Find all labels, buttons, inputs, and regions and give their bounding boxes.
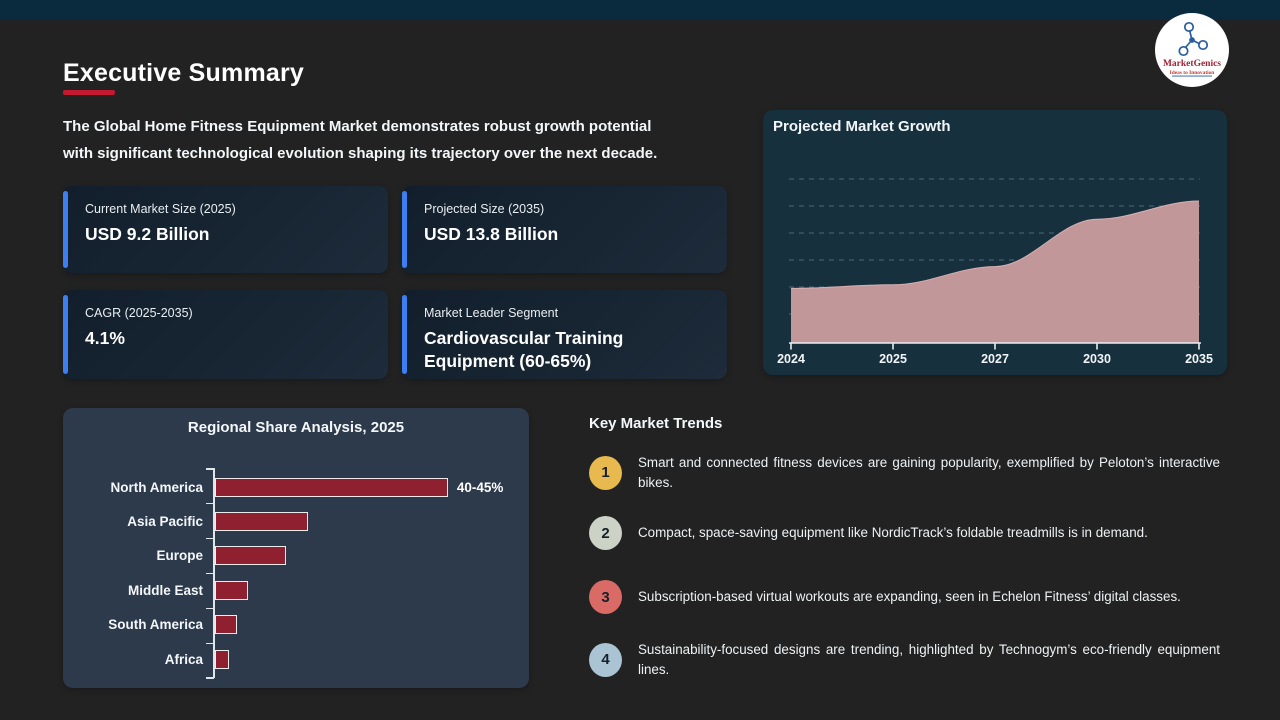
stat-card-label: Market Leader Segment [424, 306, 559, 320]
stat-card-accent-bar [63, 295, 68, 374]
growth-area-chart: 2024 2025 2027 2030 2035 [777, 178, 1213, 366]
trend-item: 3 Subscription-based virtual workouts are… [589, 580, 1220, 614]
trend-number-badge: 1 [589, 455, 622, 490]
trend-number-badge: 2 [589, 516, 622, 550]
stat-card: Market Leader Segment Cardiovascular Trai… [402, 290, 727, 379]
regional-chart-title: Regional Share Analysis, 2025 [187, 419, 405, 436]
regional-share-card: Regional Share Analysis, 2025 North Amer… [63, 408, 529, 688]
trend-text: Smart and connected fitness devices are … [638, 455, 1220, 490]
stat-card: Current Market Size (2025) USD 9.2 Billio… [63, 186, 388, 273]
top-accent-bar [0, 0, 1280, 20]
logo-brand-text: MarketGenics [1163, 59, 1221, 69]
bar-category-label: Europe [156, 548, 203, 564]
projected-growth-card: Projected Market Growth 2024 2025 2027 2030… [763, 110, 1227, 375]
bar-category-label: South America [108, 617, 203, 633]
stat-card-label: Current Market Size (2025) [85, 202, 236, 216]
bar-row: Middle East [63, 573, 517, 607]
bar-category-label: North America [110, 479, 203, 495]
stat-card-label: CAGR (2025-2035) [85, 306, 193, 320]
bar [215, 477, 448, 497]
trend-number: 3 [601, 588, 610, 606]
bar-row: North America 40-45% [63, 470, 517, 504]
bar-category-label: Middle East [127, 582, 203, 598]
marketgenics-logo: MarketGenics Ideas to Innovation [1155, 13, 1229, 87]
trend-number: 1 [601, 464, 610, 482]
trend-number-badge: 3 [589, 580, 622, 614]
x-axis-label: 2027 [981, 352, 1009, 366]
trend-item: 4 Sustainability-focused designs are tren… [589, 640, 1220, 680]
bar-row: Europe [63, 539, 517, 573]
bar [215, 615, 237, 635]
bar-chart-plot: North America 40-45% Asia Pacific Europe Mid… [63, 470, 517, 676]
stat-card-accent-bar [402, 191, 407, 268]
stat-card-accent-bar [63, 191, 68, 268]
bar-chart-axis-tick [206, 677, 214, 679]
x-axis-label: 2035 [1185, 352, 1213, 366]
bar-row: South America [63, 608, 517, 642]
stat-card-value: Cardiovascular Training Equipment (60-65… [424, 328, 624, 371]
logo-tagline-text: Ideas to Innovation [1170, 70, 1215, 76]
bar [215, 546, 287, 566]
bar [215, 580, 248, 600]
stat-cards-grid: Current Market Size (2025) USD 9.2 Billio… [63, 186, 727, 379]
bar [215, 512, 309, 532]
stat-card-value: 4.1% [85, 328, 125, 348]
molecule-network-icon [1178, 21, 1209, 57]
area-series-topline [790, 200, 1200, 289]
x-axis-label: 2030 [1083, 352, 1111, 366]
stat-card: Projected Size (2035) USD 13.8 Billion [402, 186, 727, 273]
bar-chart-axis-tick [206, 537, 214, 540]
intro-line-1: The Global Home Fitness Equipment Market… [63, 118, 652, 135]
bar-row: Africa [63, 642, 517, 676]
bar-chart-axis-tick [206, 572, 214, 575]
bar [215, 649, 229, 669]
trend-text: Sustainability-focused designs are trend… [638, 642, 1220, 677]
intro-line-2: with significant technological evolution… [63, 145, 658, 162]
stat-card: CAGR (2025-2035) 4.1% [63, 290, 388, 379]
trend-item: 2 Compact, space-saving equipment like No… [589, 516, 1220, 550]
bar-chart-axis-tick [206, 607, 214, 610]
stat-card-accent-bar [402, 295, 407, 374]
bar-category-label: Africa [164, 651, 203, 667]
x-axis-label: 2025 [879, 352, 907, 366]
intro-paragraph: The Global Home Fitness Equipment Market… [63, 113, 743, 167]
title-underline [63, 90, 115, 95]
logo-tagline-underline [1172, 75, 1212, 77]
bar-chart-axis-tick [206, 502, 214, 505]
trend-item: 1 Smart and connected fitness devices are… [589, 453, 1220, 493]
area-series-fill [791, 201, 1199, 343]
x-axis-label: 2024 [777, 352, 805, 366]
stat-card-value: USD 9.2 Billion [85, 224, 210, 244]
trend-text: Compact, space-saving equipment like Nor… [638, 525, 1148, 541]
bar-chart-axis-tick [206, 468, 214, 470]
trend-number: 2 [601, 524, 610, 542]
trends-title: Key Market Trends [589, 415, 723, 432]
trend-text: Subscription-based virtual workouts are … [638, 589, 1181, 605]
logo-circle [1155, 13, 1229, 87]
trend-number: 4 [601, 651, 610, 669]
bar-row: Asia Pacific [63, 504, 517, 538]
stat-card-label: Projected Size (2035) [424, 202, 545, 216]
growth-chart-title: Projected Market Growth [773, 118, 951, 135]
bar-value-label: 40-45% [456, 479, 504, 495]
trend-number-badge: 4 [589, 642, 622, 677]
stat-card-value: USD 13.8 Billion [424, 224, 559, 244]
page-title: Executive Summary [63, 58, 305, 87]
bar-category-label: Asia Pacific [127, 514, 203, 530]
bar-chart-axis-tick [206, 642, 214, 644]
